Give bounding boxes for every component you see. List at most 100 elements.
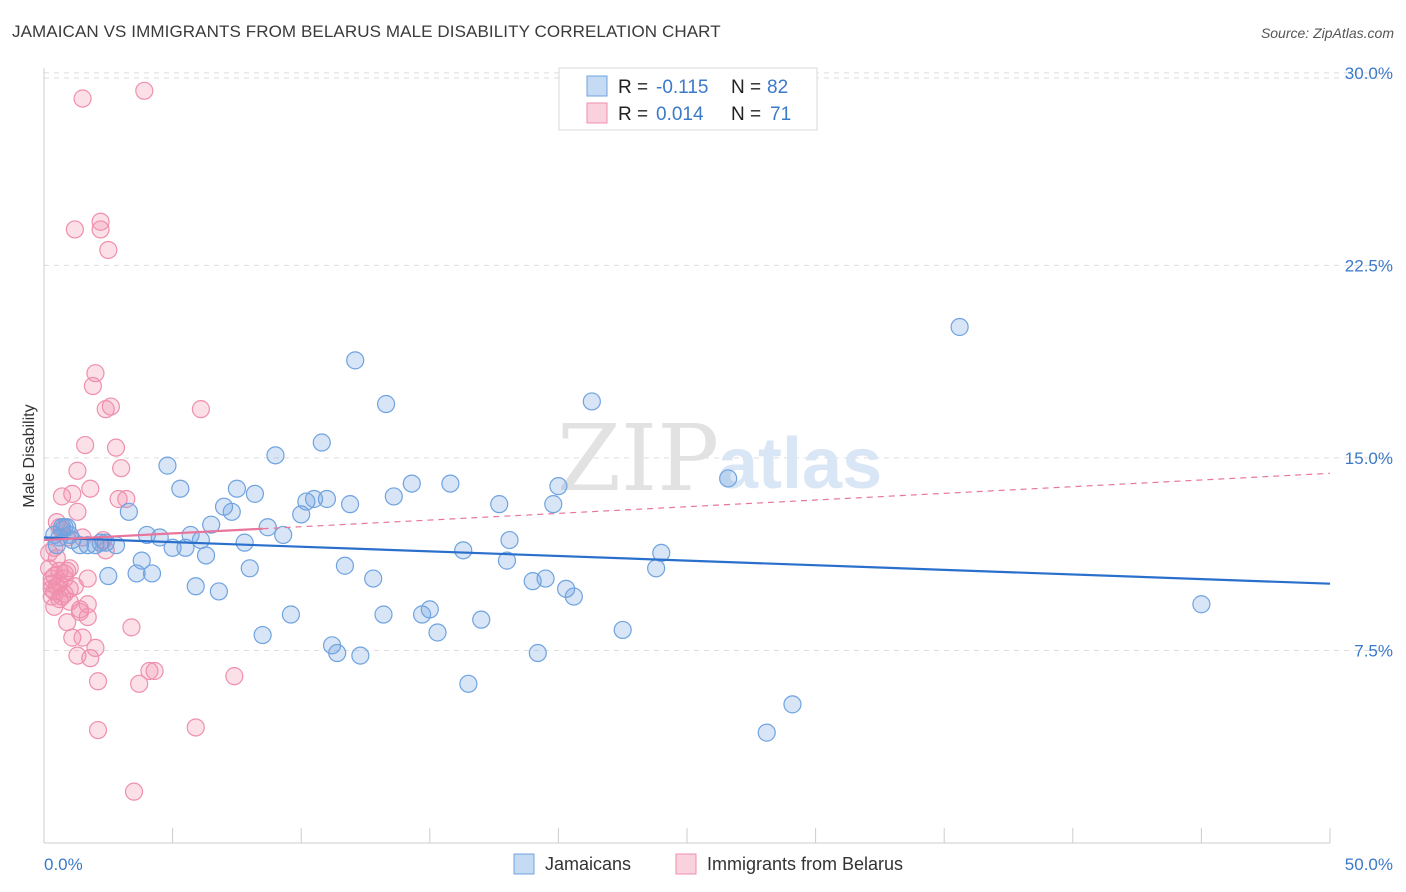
belarus-point [99,240,118,260]
belarus-point [130,674,149,693]
belarus-point [186,718,205,737]
jamaicans-point [557,579,576,598]
x-tick-label-max: 50.0% [1345,855,1393,874]
jamaicans-point [312,433,331,452]
belarus-point [112,459,131,478]
jamaicans-point [132,551,151,570]
legend-r-value-2: 0.014 [656,104,704,125]
jamaicans-point [374,605,393,624]
series-belarus-points [40,81,244,801]
jamaicans-point [528,643,547,663]
legend-swatch-belarus [586,102,608,124]
legend-n-label-1: N = [731,77,761,98]
jamaicans-point [351,646,370,665]
belarus-point [73,628,92,647]
belarus-point [91,212,110,231]
bottom-legend-swatch-belarus [675,853,697,875]
belarus-point [86,638,105,657]
jamaicans-trend-line [43,536,1331,585]
y-tick-label: 30.0% [1345,64,1393,83]
belarus-point [76,435,95,455]
jamaicans-point [245,484,265,503]
jamaicans-point [99,566,118,586]
jamaicans-point [253,625,272,645]
jamaicans-point [158,456,177,475]
y-tick-label: 15.0% [1345,449,1393,468]
legend: R = -0.115 N = 82 R = 0.014 N = 71 [558,67,818,131]
jamaicans-point [564,587,583,606]
jamaicans-point [191,530,210,550]
jamaicans-point [582,392,601,411]
jamaicans-point [222,502,241,521]
belarus-point [63,628,82,647]
belarus-point [65,220,84,239]
belarus-point [78,595,97,614]
jamaicans-point [384,487,403,506]
source-label: Source: ZipAtlas.com [1260,25,1394,41]
jamaicans-point [441,474,460,493]
belarus-point [91,220,110,239]
jamaicans-point [536,569,555,588]
series-jamaicans-points [45,317,1211,742]
belarus-point [101,397,120,416]
belarus-point [225,667,244,686]
belarus-point [145,661,164,681]
jamaicans-point [227,479,246,498]
jamaicans-point [783,695,802,714]
jamaicans-point [454,541,473,560]
bottom-legend: Jamaicans Immigrants from Belarus [513,853,903,875]
jamaicans-point [459,674,478,693]
chart-title: JAMAICAN VS IMMIGRANTS FROM BELARUS MALE… [12,22,721,41]
jamaicans-point [428,623,447,642]
jamaicans-point [209,582,228,601]
watermark-zip: ZIP [557,405,719,512]
jamaicans-point [652,543,671,563]
jamaicans-point [281,605,301,624]
jamaicans-point [346,351,365,370]
jamaicans-point [647,559,666,578]
jamaicans-point [490,495,509,514]
jamaicans-point [304,489,324,509]
legend-swatch-jamaicans [586,75,608,97]
belarus-point [68,502,87,521]
trend-lines [43,472,1331,585]
belarus-point [52,487,72,506]
legend-r-label-2: R = [618,104,648,125]
jamaicans-point [613,620,632,640]
belarus-point [122,618,141,637]
jamaicans-point [171,479,190,498]
belarus-point [109,489,128,509]
jamaicans-point [549,477,568,496]
belarus-point [124,782,144,801]
jamaicans-point [328,643,347,663]
jamaicans-point [70,536,90,555]
jamaicans-point [376,394,396,414]
jamaicans-point [1192,595,1211,614]
jamaicans-point [364,569,383,588]
jamaicans-point [235,533,254,552]
legend-n-label-2: N = [731,104,761,125]
jamaicans-point [402,474,421,493]
jamaicans-point [196,546,216,565]
jamaicans-point [497,551,517,570]
y-tick-label: 7.5% [1354,641,1393,660]
belarus-point [68,461,87,480]
jamaicans-point [719,469,738,488]
legend-n-value-2: 71 [770,104,791,125]
belarus-trend-line-dashed [262,472,1331,530]
jamaicans-point [544,495,563,514]
x-axis-ticks [43,828,1331,843]
jamaicans-point [472,610,491,629]
belarus-point [63,484,82,503]
belarus-point [78,607,97,627]
legend-r-value-1: -0.115 [656,77,708,98]
y-tick-labels: 7.5% 15.0% 22.5% 30.0% [1345,64,1393,661]
jamaicans-point [950,317,969,337]
belarus-point [106,438,126,457]
belarus-point [86,364,105,383]
belarus-point [78,569,97,588]
bottom-legend-jamaicans: Jamaicans [545,854,631,874]
jamaicans-point [757,723,776,742]
legend-r-label-1: R = [618,77,648,98]
